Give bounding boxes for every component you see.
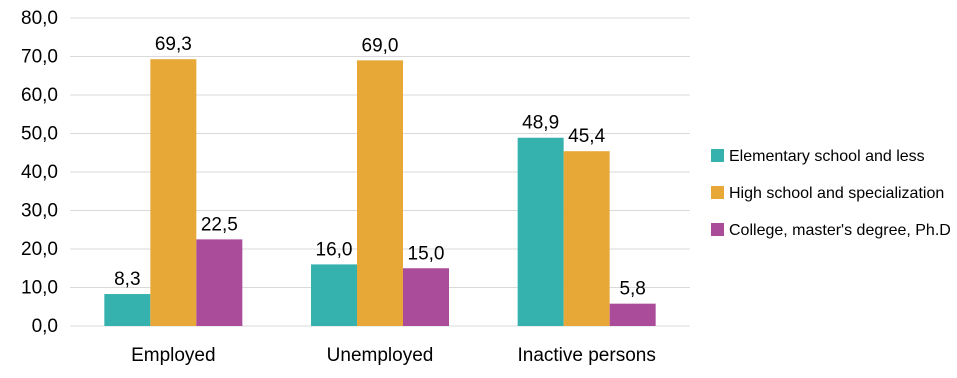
y-tick-label: 0,0 — [32, 316, 58, 337]
y-tick-label: 60,0 — [21, 85, 58, 106]
data-label: 22,5 — [201, 214, 238, 235]
bar — [403, 268, 449, 326]
y-axis-ticks: 0,0 10,0 20,0 30,0 40,0 50,0 60,0 70,0 80,0 — [21, 8, 58, 337]
legend-label: High school and specialization — [729, 185, 944, 202]
bar — [104, 294, 151, 326]
bar — [196, 239, 243, 326]
legend-swatch — [711, 149, 724, 162]
x-axis-categories: Employed Unemployed Inactive persons — [131, 345, 656, 366]
bar — [311, 264, 357, 326]
x-category-label: Inactive persons — [517, 345, 655, 366]
y-tick-label: 20,0 — [21, 239, 58, 260]
y-tick-label: 10,0 — [21, 278, 58, 299]
data-label: 69,3 — [155, 34, 192, 55]
data-label: 45,4 — [568, 126, 605, 147]
legend-label: College, master's degree, Ph.D — [729, 222, 951, 239]
data-label: 16,0 — [316, 239, 353, 260]
bar — [563, 151, 610, 326]
x-category-label: Employed — [131, 345, 216, 366]
x-category-label: Unemployed — [327, 345, 434, 366]
bars — [104, 59, 656, 326]
data-label: 8,3 — [114, 269, 140, 290]
bar — [609, 303, 656, 326]
y-tick-label: 40,0 — [21, 162, 58, 183]
bar — [150, 59, 197, 326]
legend-swatch — [711, 223, 724, 236]
y-tick-label: 50,0 — [21, 124, 58, 145]
y-tick-label: 80,0 — [21, 8, 58, 29]
data-label: 69,0 — [362, 35, 399, 56]
data-labels: 8,3 69,3 22,5 16,0 69,0 15,0 48,9 45,4 5,8 — [114, 34, 646, 299]
legend-label: Elementary school and less — [729, 148, 925, 165]
legend-swatch — [711, 186, 724, 199]
y-tick-label: 30,0 — [21, 201, 58, 222]
data-label: 15,0 — [408, 243, 445, 264]
data-label: 5,8 — [619, 279, 645, 300]
bar — [357, 60, 403, 326]
legend: Elementary school and less High school an… — [711, 148, 951, 239]
data-label: 48,9 — [522, 113, 559, 134]
y-tick-label: 70,0 — [21, 47, 58, 68]
bar — [517, 137, 564, 326]
